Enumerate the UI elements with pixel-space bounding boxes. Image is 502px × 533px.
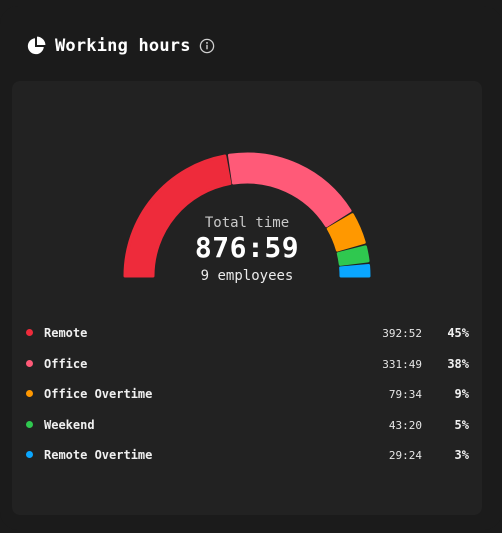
chart-slice-weekend[interactable] <box>336 245 370 266</box>
legend-item-name: Remote <box>44 326 88 340</box>
legend-item-office-overtime[interactable]: Office Overtime 79:34 9% <box>12 374 482 405</box>
legend-dot-icon <box>26 390 33 397</box>
legend-dot-icon <box>26 451 33 458</box>
employee-count: 9 employees <box>200 268 294 284</box>
chart-legend: Remote 392:52 45% Office 331:49 38% Office Ove… <box>12 313 482 466</box>
legend-item-time: 392:52 <box>382 327 422 340</box>
legend-item-office[interactable]: Office 331:49 38% <box>12 344 482 375</box>
legend-item-time: 29:24 <box>388 449 422 462</box>
legend-item-percent: 5% <box>454 417 469 432</box>
legend-dot-icon <box>26 420 33 428</box>
legend-item-name: Office <box>44 356 88 371</box>
chart-slice-remote-overtime[interactable] <box>339 264 371 278</box>
card-header: Working hours <box>26 34 215 58</box>
info-icon[interactable] <box>199 38 215 54</box>
legend-dot-icon <box>26 329 33 336</box>
legend-item-time: 331:49 <box>382 357 422 371</box>
legend-dot-icon <box>26 359 33 367</box>
legend-item-percent: 45% <box>447 326 469 340</box>
legend-item-name: Weekend <box>44 417 95 432</box>
chart-slice-remote[interactable] <box>123 154 232 278</box>
legend-item-time: 43:20 <box>388 418 422 432</box>
half-donut-chart <box>123 152 371 278</box>
legend-item-name: Remote Overtime <box>44 448 153 462</box>
card-title: Working hours <box>55 36 191 56</box>
legend-item-percent: 3% <box>454 448 469 462</box>
legend-item-name: Office Overtime <box>44 387 153 401</box>
chart-slice-office[interactable] <box>227 152 352 228</box>
legend-item-remote[interactable]: Remote 392:52 45% <box>12 313 482 344</box>
legend-item-percent: 9% <box>454 387 469 401</box>
total-time-value: 876:59 <box>194 231 300 264</box>
pie-chart-icon <box>27 36 46 55</box>
working-hours-card: Working hours Total time 876:59 9 employ… <box>0 6 502 530</box>
chart-panel: Total time 876:59 9 employees Remote 392:… <box>12 81 482 515</box>
legend-item-weekend[interactable]: Weekend 43:20 5% <box>12 405 482 436</box>
chart-slice-office-overtime[interactable] <box>326 213 366 252</box>
legend-item-remote-overtime[interactable]: Remote Overtime 29:24 3% <box>12 435 482 466</box>
legend-item-percent: 38% <box>447 356 469 371</box>
legend-item-time: 79:34 <box>388 388 422 401</box>
total-time-label: Total time <box>204 215 290 231</box>
